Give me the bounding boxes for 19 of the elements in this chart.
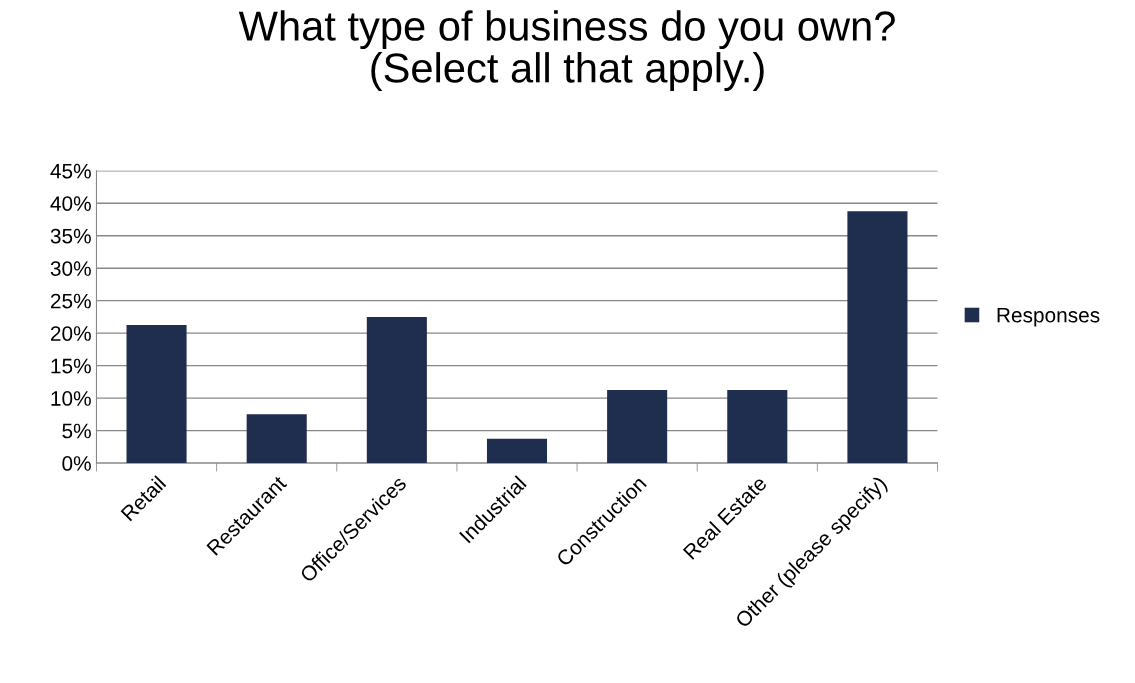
bar	[486, 438, 548, 464]
bar	[366, 316, 427, 464]
bar	[246, 414, 307, 464]
y-tick-label: 35%	[50, 228, 91, 244]
y-tick-label: 40%	[50, 196, 91, 211]
bar	[727, 389, 788, 464]
bar	[126, 325, 187, 464]
chart-title: What type of business do you own? (Select all that apply.)	[238, 10, 895, 91]
y-tick-label: 25%	[50, 293, 91, 309]
bar	[607, 389, 668, 464]
y-tick-label: 10%	[51, 391, 91, 406]
bar	[847, 211, 908, 464]
y-tick-label: 30%	[50, 261, 91, 276]
y-tick-label: 5%	[62, 423, 91, 439]
y-tick-label: 0%	[62, 456, 91, 471]
y-tick-label: 15%	[51, 358, 91, 374]
legend-label: Responses	[997, 307, 1100, 327]
y-tick-label: 45%	[50, 163, 91, 179]
y-tick-label: 20%	[50, 326, 91, 341]
